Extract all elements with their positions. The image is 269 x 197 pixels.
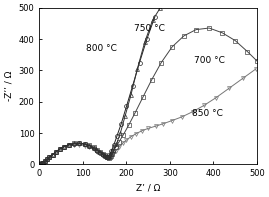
- Text: 750 °C: 750 °C: [134, 24, 165, 33]
- Y-axis label: -Z’’ / Ω: -Z’’ / Ω: [4, 71, 13, 101]
- Text: 850 °C: 850 °C: [192, 109, 222, 118]
- Text: 700 °C: 700 °C: [194, 57, 225, 65]
- X-axis label: Z’ / Ω: Z’ / Ω: [136, 184, 160, 193]
- Text: 800 °C: 800 °C: [86, 44, 117, 53]
